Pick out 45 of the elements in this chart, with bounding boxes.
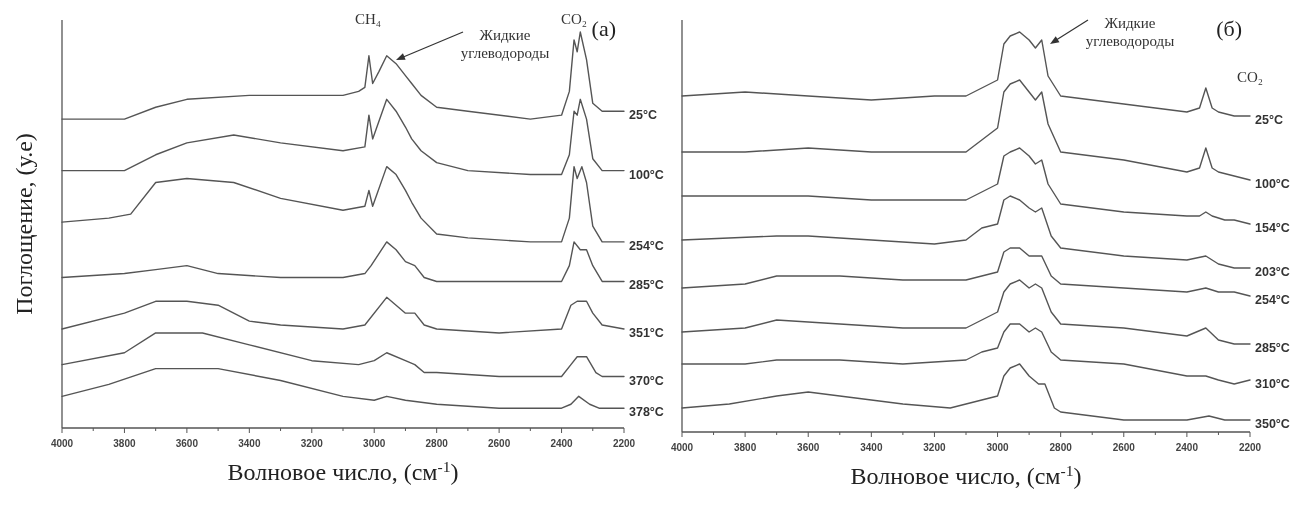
x-tick-label: 3800 bbox=[733, 442, 757, 453]
text: CO₂ bbox=[560, 11, 588, 27]
annotation: Жидкие углеводороды bbox=[1085, 15, 1175, 49]
x-tick-label: 4000 bbox=[50, 438, 74, 449]
series-label: 254°C bbox=[1255, 293, 1290, 307]
x-tick-label: 3200 bbox=[923, 442, 946, 453]
x-tick-label: 3800 bbox=[113, 438, 136, 449]
series-label: 25°C bbox=[1255, 113, 1283, 127]
series-label: 154°C bbox=[1255, 221, 1290, 235]
series-label: 285°C bbox=[629, 278, 664, 293]
chart-title: (б) bbox=[1216, 16, 1242, 41]
series-label: 310°C bbox=[1255, 377, 1290, 391]
series-label: 351°C bbox=[629, 326, 664, 340]
annotation: CO₂ bbox=[1236, 69, 1264, 85]
x-axis-title: Волновое число, (см$^{-1}$) bbox=[227, 457, 459, 485]
x-tick-label: 3400 bbox=[238, 438, 261, 449]
x-tick-label: 3000 bbox=[986, 442, 1010, 453]
series-label: 254°C bbox=[629, 238, 664, 253]
chart-title: (a) bbox=[591, 16, 616, 41]
x-tick-label: 3200 bbox=[300, 438, 324, 449]
y-axis-title: Поглощение, (у.е) bbox=[11, 133, 37, 315]
x-tick-label: 2800 bbox=[425, 438, 449, 449]
x-axis-title: Волновое число, (см$^{-1}$) bbox=[850, 461, 1082, 489]
x-tick-label: 3000 bbox=[363, 438, 386, 449]
x-tick-label: 2400 bbox=[550, 438, 574, 449]
text: CH₄ bbox=[354, 11, 382, 27]
x-tick-label: 2200 bbox=[1238, 442, 1262, 453]
x-tick-label: 2600 bbox=[487, 438, 511, 449]
annotation: Жидкие углеводороды bbox=[460, 27, 550, 61]
x-tick-label: 3600 bbox=[797, 442, 820, 453]
x-tick-label: 2800 bbox=[1049, 442, 1073, 453]
x-tick-label: 3400 bbox=[860, 442, 883, 453]
x-tick-label: 3600 bbox=[175, 438, 199, 449]
series-label: 285°C bbox=[1255, 341, 1290, 355]
x-tick-label: 4000 bbox=[670, 442, 694, 453]
series-label: 203°C bbox=[1255, 265, 1290, 279]
series-label: 25°C bbox=[629, 108, 657, 123]
series-label: 370°C bbox=[629, 373, 664, 388]
x-tick-label: 2600 bbox=[1112, 442, 1136, 453]
x-tick-label: 2200 bbox=[612, 438, 636, 449]
series-label: 378°C bbox=[629, 405, 664, 420]
series-label: 350°C bbox=[1255, 417, 1290, 431]
series-label: 100°C bbox=[629, 167, 664, 182]
x-tick-label: 2400 bbox=[1175, 442, 1199, 453]
series-label: 100°C bbox=[1255, 177, 1290, 191]
